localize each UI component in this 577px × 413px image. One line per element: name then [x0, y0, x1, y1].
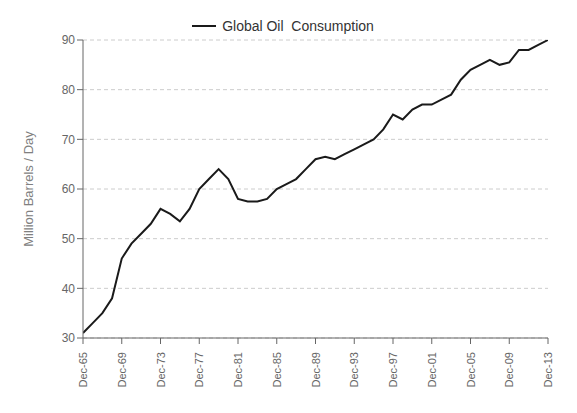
svg-text:Dec-77: Dec-77 — [193, 352, 205, 387]
svg-text:70: 70 — [62, 133, 76, 147]
svg-text:50: 50 — [62, 232, 76, 246]
svg-text:Dec-81: Dec-81 — [232, 352, 244, 387]
svg-text:90: 90 — [62, 33, 76, 47]
svg-text:Dec-85: Dec-85 — [271, 352, 283, 387]
svg-text:Dec-89: Dec-89 — [310, 352, 322, 387]
svg-text:Dec-05: Dec-05 — [465, 352, 477, 387]
svg-text:Dec-01: Dec-01 — [426, 352, 438, 387]
svg-text:Dec-93: Dec-93 — [348, 352, 360, 387]
svg-text:Dec-09: Dec-09 — [503, 352, 515, 387]
svg-text:Million Barrels / Day: Million Barrels / Day — [21, 131, 36, 247]
html-text:Global Oil Consumption: Global Oil Consumption — [222, 18, 374, 34]
svg-text:Dec-69: Dec-69 — [116, 352, 128, 387]
svg-text:Dec-73: Dec-73 — [155, 352, 167, 387]
svg-text:Dec-13: Dec-13 — [542, 352, 554, 387]
svg-text:80: 80 — [62, 83, 76, 97]
svg-text:Dec-65: Dec-65 — [77, 352, 89, 387]
svg-text:Dec-97: Dec-97 — [387, 352, 399, 387]
svg-text:40: 40 — [62, 282, 76, 296]
svg-text:30: 30 — [62, 331, 76, 345]
svg-text:60: 60 — [62, 182, 76, 196]
